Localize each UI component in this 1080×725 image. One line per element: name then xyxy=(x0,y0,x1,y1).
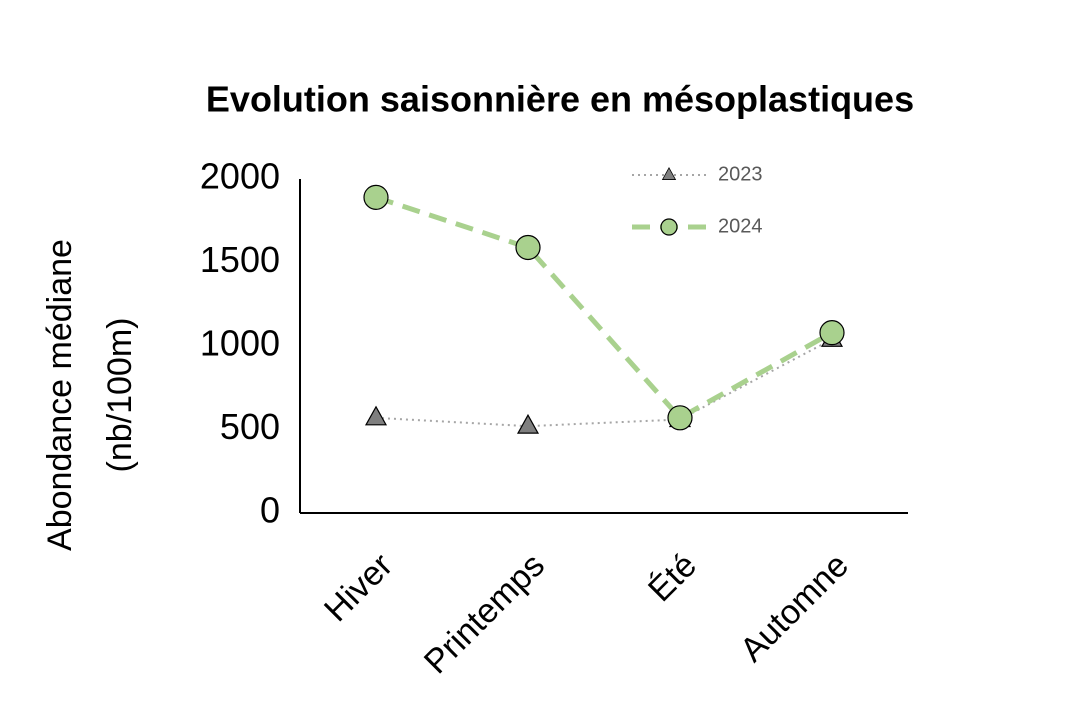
legend-marker xyxy=(660,218,678,236)
legend-label: 2024 xyxy=(718,215,763,237)
legend-marker xyxy=(661,167,677,180)
data-point xyxy=(516,413,540,434)
data-point xyxy=(667,405,693,431)
x-tick-label: Automne xyxy=(733,546,856,669)
y-axis-label: (nb/100m) xyxy=(101,318,139,473)
series-line xyxy=(375,194,834,421)
y-tick-label: 500 xyxy=(220,406,280,447)
y-tick-label: 2000 xyxy=(200,156,280,197)
data-point xyxy=(819,320,845,346)
y-tick-label: 1000 xyxy=(200,323,280,364)
series-line xyxy=(375,338,833,428)
x-tick-label: Hiver xyxy=(317,546,400,629)
data-point xyxy=(515,234,541,261)
chart-title: Evolution saisonnière en mésoplastiques xyxy=(206,79,914,120)
y-tick-label: 0 xyxy=(260,490,280,531)
y-axis-label: Abondance médiane xyxy=(41,239,79,551)
y-tick-label: 1500 xyxy=(200,239,280,280)
x-tick-label: Été xyxy=(641,546,704,609)
data-point xyxy=(363,184,389,210)
data-point xyxy=(364,405,388,426)
legend-label: 2023 xyxy=(718,163,763,185)
x-tick-label: Printemps xyxy=(417,546,552,681)
